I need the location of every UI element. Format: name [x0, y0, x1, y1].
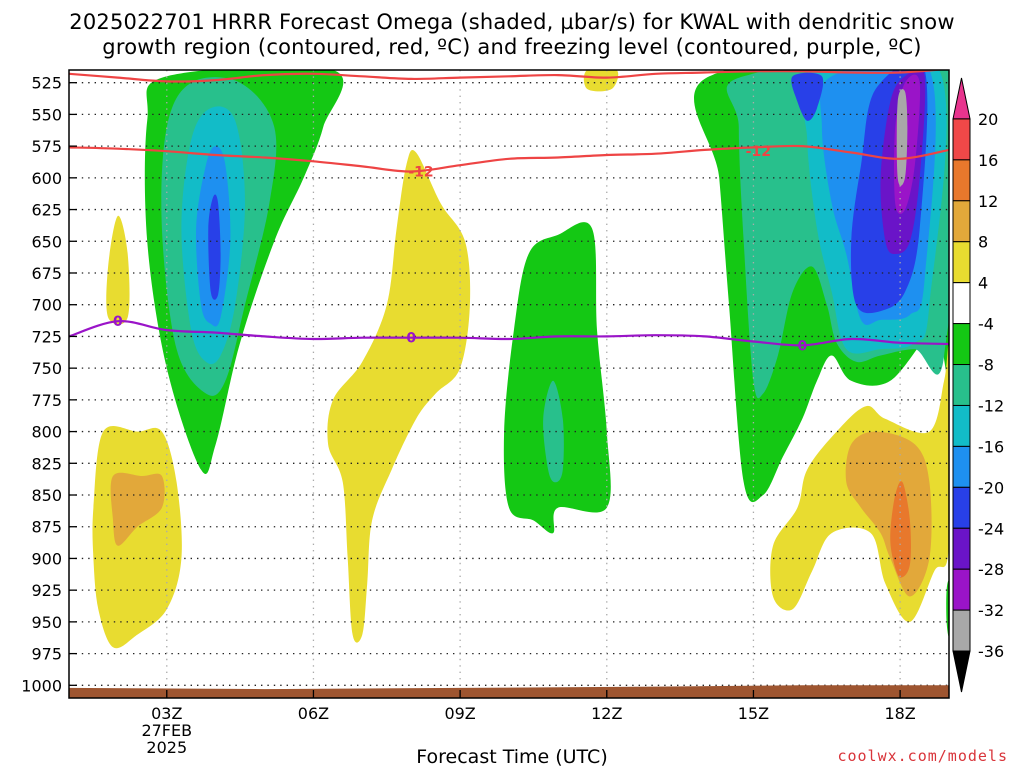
- contour-label: -12: [408, 164, 433, 180]
- colorbar: 20 16 12 8 4 -4 -8 -12 -16 -20 -24 -28 -32 -36: [952, 77, 1004, 693]
- colorbar-label: 16: [978, 151, 998, 170]
- colorbar-bin: [952, 282, 971, 325]
- y-tick-label: 650: [31, 232, 62, 251]
- y-tick-label: 900: [31, 549, 62, 568]
- y-tick-label: 725: [31, 327, 62, 346]
- credit-link[interactable]: coolwx.com/models: [837, 747, 1008, 765]
- x-tick-label: 09Z: [444, 704, 475, 723]
- contour-line-upper-red: [69, 70, 947, 83]
- colorbar-bin: [952, 486, 971, 529]
- colorbar-bin: [952, 404, 971, 447]
- colorbar-label: -12: [978, 396, 1004, 415]
- omega-region--8to-4: [503, 222, 611, 534]
- contour-label: 0: [113, 314, 123, 330]
- omega-region--12to-8: [543, 380, 564, 483]
- y-tick-label: 800: [31, 423, 62, 442]
- contour-label: 0: [406, 331, 416, 347]
- x-tick-label: 18Z: [884, 704, 915, 723]
- x-tick-sublabel: 27FEB: [141, 721, 192, 740]
- omega-region-12to16: [890, 481, 911, 578]
- colorbar-bin: [952, 445, 971, 488]
- contour-lines: -12 -12 0 0 0: [69, 70, 949, 354]
- colorbar-bin: [952, 323, 971, 366]
- colorbar-label: 4: [978, 274, 988, 293]
- colorbar-label: -20: [978, 478, 1004, 497]
- x-tick-label: 12Z: [591, 704, 622, 723]
- contour-label: 0: [797, 338, 807, 354]
- omega-region-4to8: [106, 215, 130, 325]
- y-tick-label: 525: [31, 74, 62, 93]
- colorbar-label: -4: [978, 315, 994, 334]
- omega-region--24to-20: [208, 194, 221, 300]
- contour-line-0: [69, 320, 949, 347]
- terrain-surface: [69, 685, 949, 698]
- colorbar-label: -32: [978, 601, 1004, 620]
- y-tick-label: 600: [31, 169, 62, 188]
- x-axis-label: Forecast Time (UTC): [416, 746, 608, 768]
- colorbar-bin: [952, 364, 971, 406]
- colorbar-label: 12: [978, 192, 998, 211]
- x-tick-label: 06Z: [298, 704, 329, 723]
- y-tick-label: 950: [31, 613, 62, 632]
- chart-title-line1: 2025022701 HRRR Forecast Omega (shaded, …: [69, 10, 955, 34]
- y-tick-label: 775: [31, 391, 62, 410]
- x-tick-sublabel: 2025: [146, 738, 187, 757]
- colorbar-bin: [952, 241, 971, 284]
- terrain: [69, 685, 949, 698]
- colorbar-bin: [952, 200, 971, 243]
- y-tick-label: 700: [31, 296, 62, 315]
- colorbar-bin: [952, 159, 971, 202]
- axes: 525 550 575 600 625 650 675 700 725 750 775 800 825 8…: [21, 69, 950, 757]
- colorbar-label: 20: [978, 110, 998, 129]
- colorbar-bin: [952, 568, 971, 611]
- y-tick-label: 975: [31, 645, 62, 664]
- chart-title-line2: growth region (contoured, red, ºC) and f…: [102, 35, 922, 59]
- omega-region-4to8: [583, 70, 619, 92]
- y-tick-label: 575: [31, 137, 62, 156]
- colorbar-bin: [952, 527, 971, 570]
- y-tick-label: 750: [31, 359, 62, 378]
- y-tick-label: 1000: [21, 676, 62, 695]
- omega-region-8to12: [110, 472, 165, 546]
- contour-label: -12: [746, 144, 771, 160]
- colorbar-bin-bottom-arrow: [952, 650, 971, 693]
- colorbar-label: 8: [978, 233, 988, 252]
- contour-line--12: [69, 144, 949, 173]
- y-tick-label: 875: [31, 518, 62, 537]
- y-tick-label: 850: [31, 486, 62, 505]
- omega-region--36to-32: [896, 89, 908, 186]
- colorbar-bin: [952, 118, 971, 161]
- omega-region--24to-20: [791, 72, 824, 121]
- colorbar-label: -36: [978, 642, 1004, 661]
- y-tick-label: 550: [31, 105, 62, 124]
- y-tick-label: 675: [31, 264, 62, 283]
- colorbar-label: -28: [978, 560, 1004, 579]
- colorbar-bin-top-arrow: [952, 77, 971, 120]
- colorbar-label: -8: [978, 356, 994, 375]
- colorbar-label: -24: [978, 519, 1004, 538]
- x-tick-label: 15Z: [738, 704, 769, 723]
- y-tick-label: 925: [31, 581, 62, 600]
- y-tick-label: 625: [31, 201, 62, 220]
- y-tick-label: 825: [31, 454, 62, 473]
- colorbar-label: -16: [978, 437, 1004, 456]
- grid-lines: [69, 70, 949, 698]
- colorbar-bin: [952, 609, 971, 652]
- plot-frame: [68, 69, 950, 699]
- x-tick-label: 03Z: [151, 704, 182, 723]
